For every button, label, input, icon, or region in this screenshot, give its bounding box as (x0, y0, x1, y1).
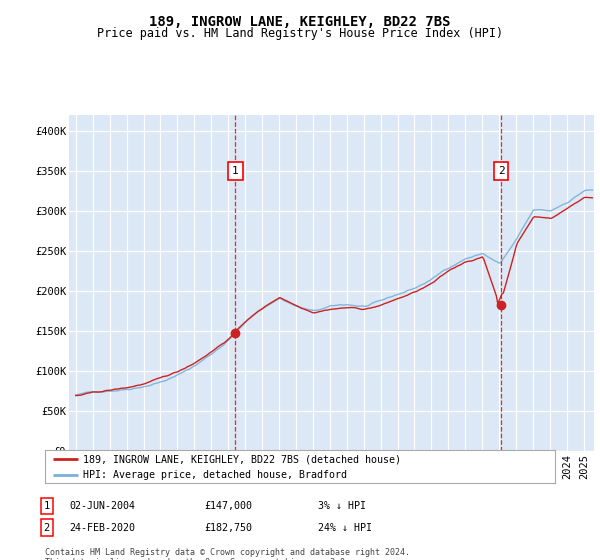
Text: 189, INGROW LANE, KEIGHLEY, BD22 7BS: 189, INGROW LANE, KEIGHLEY, BD22 7BS (149, 15, 451, 29)
Text: Contains HM Land Registry data © Crown copyright and database right 2024.
This d: Contains HM Land Registry data © Crown c… (45, 548, 410, 560)
Text: HPI: Average price, detached house, Bradford: HPI: Average price, detached house, Brad… (83, 470, 347, 479)
Text: 3% ↓ HPI: 3% ↓ HPI (318, 501, 366, 511)
Text: 02-JUN-2004: 02-JUN-2004 (69, 501, 135, 511)
Text: 24% ↓ HPI: 24% ↓ HPI (318, 522, 372, 533)
Text: Price paid vs. HM Land Registry's House Price Index (HPI): Price paid vs. HM Land Registry's House … (97, 27, 503, 40)
Text: 1: 1 (44, 501, 50, 511)
Text: 2: 2 (44, 522, 50, 533)
Text: 1: 1 (232, 166, 239, 176)
Text: £147,000: £147,000 (204, 501, 252, 511)
Text: 2: 2 (498, 166, 505, 176)
Text: £182,750: £182,750 (204, 522, 252, 533)
Text: 189, INGROW LANE, KEIGHLEY, BD22 7BS (detached house): 189, INGROW LANE, KEIGHLEY, BD22 7BS (de… (83, 454, 401, 464)
Text: 24-FEB-2020: 24-FEB-2020 (69, 522, 135, 533)
